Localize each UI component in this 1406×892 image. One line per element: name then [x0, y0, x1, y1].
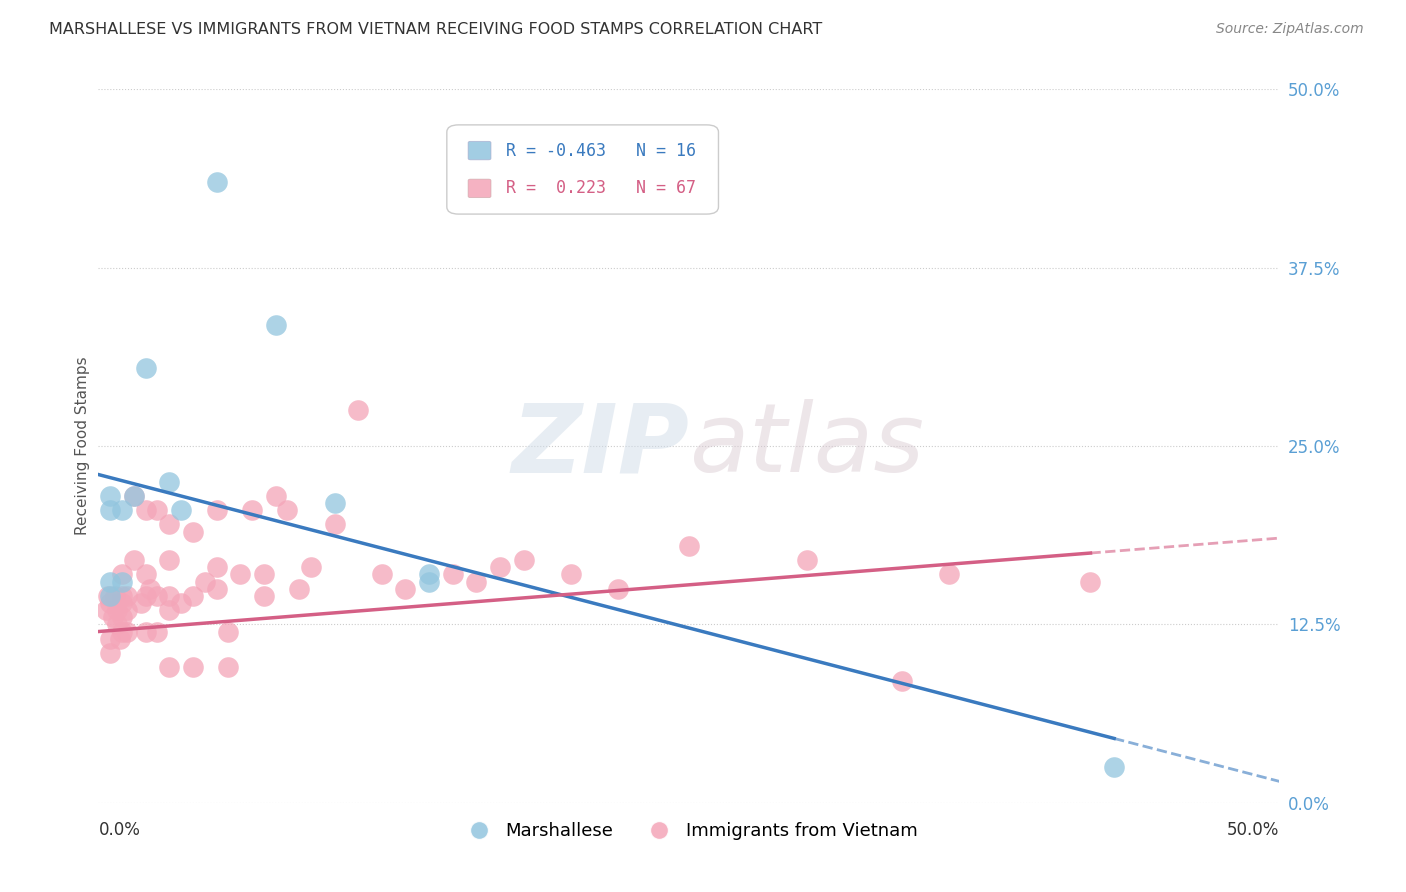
Point — [122, 489, 145, 503]
Point — [115, 589, 138, 603]
Point — [111, 589, 134, 603]
Text: MARSHALLESE VS IMMIGRANTS FROM VIETNAM RECEIVING FOOD STAMPS CORRELATION CHART: MARSHALLESE VS IMMIGRANTS FROM VIETNAM R… — [49, 22, 823, 37]
Point — [108, 632, 131, 646]
Point — [98, 646, 121, 660]
Point — [276, 503, 298, 517]
Point — [139, 582, 162, 596]
Point — [938, 567, 960, 582]
Point — [194, 574, 217, 589]
Point — [111, 574, 134, 589]
Point — [104, 589, 127, 603]
Point — [146, 503, 169, 517]
Point — [170, 503, 193, 517]
Point — [94, 603, 117, 617]
Text: ZIP: ZIP — [510, 400, 689, 492]
Point — [678, 539, 700, 553]
Point — [796, 553, 818, 567]
Point — [135, 624, 157, 639]
Point — [157, 660, 180, 674]
Point — [98, 489, 121, 503]
Point — [135, 589, 157, 603]
Point — [418, 574, 440, 589]
Point — [418, 567, 440, 582]
Point — [111, 596, 134, 610]
Point — [115, 603, 138, 617]
FancyBboxPatch shape — [447, 125, 718, 214]
Point — [371, 567, 394, 582]
Point — [205, 175, 228, 189]
Point — [465, 574, 488, 589]
Point — [97, 589, 120, 603]
Point — [299, 560, 322, 574]
FancyBboxPatch shape — [468, 179, 491, 198]
Point — [217, 624, 239, 639]
Point — [512, 553, 534, 567]
Point — [288, 582, 311, 596]
Point — [253, 589, 276, 603]
Point — [157, 553, 180, 567]
Point — [135, 503, 157, 517]
Text: R = -0.463   N = 16: R = -0.463 N = 16 — [506, 142, 696, 160]
Text: 0.0%: 0.0% — [98, 821, 141, 838]
Point — [146, 624, 169, 639]
Point — [98, 632, 121, 646]
Point — [105, 617, 128, 632]
Point — [253, 567, 276, 582]
Point — [240, 503, 263, 517]
Point — [1080, 574, 1102, 589]
Text: Source: ZipAtlas.com: Source: ZipAtlas.com — [1216, 22, 1364, 37]
Point — [489, 560, 512, 574]
Point — [1102, 760, 1125, 774]
Point — [111, 503, 134, 517]
Point — [560, 567, 582, 582]
Point — [122, 489, 145, 503]
Point — [157, 589, 180, 603]
Point — [264, 318, 287, 332]
Point — [347, 403, 370, 417]
Text: atlas: atlas — [689, 400, 924, 492]
Point — [205, 582, 228, 596]
Legend: Marshallese, Immigrants from Vietnam: Marshallese, Immigrants from Vietnam — [453, 815, 925, 847]
Text: R =  0.223   N = 67: R = 0.223 N = 67 — [506, 179, 696, 197]
Point — [146, 589, 169, 603]
Point — [98, 503, 121, 517]
Point — [122, 553, 145, 567]
Point — [205, 503, 228, 517]
Point — [98, 574, 121, 589]
Point — [98, 589, 121, 603]
FancyBboxPatch shape — [468, 141, 491, 160]
Point — [229, 567, 252, 582]
Point — [157, 603, 180, 617]
Point — [181, 660, 204, 674]
Point — [607, 582, 630, 596]
Point — [101, 610, 124, 624]
Point — [98, 596, 121, 610]
Point — [890, 674, 912, 689]
Point — [157, 517, 180, 532]
Point — [205, 560, 228, 574]
Point — [129, 596, 152, 610]
Point — [441, 567, 464, 582]
Point — [111, 567, 134, 582]
Point — [217, 660, 239, 674]
Point — [181, 524, 204, 539]
Point — [323, 496, 346, 510]
Point — [115, 624, 138, 639]
Point — [157, 475, 180, 489]
Point — [323, 517, 346, 532]
Point — [264, 489, 287, 503]
Point — [170, 596, 193, 610]
Point — [394, 582, 416, 596]
Y-axis label: Receiving Food Stamps: Receiving Food Stamps — [75, 357, 90, 535]
Point — [181, 589, 204, 603]
Point — [135, 567, 157, 582]
Text: 50.0%: 50.0% — [1227, 821, 1279, 838]
Point — [135, 360, 157, 375]
Point — [111, 624, 134, 639]
Point — [105, 603, 128, 617]
Point — [111, 610, 134, 624]
